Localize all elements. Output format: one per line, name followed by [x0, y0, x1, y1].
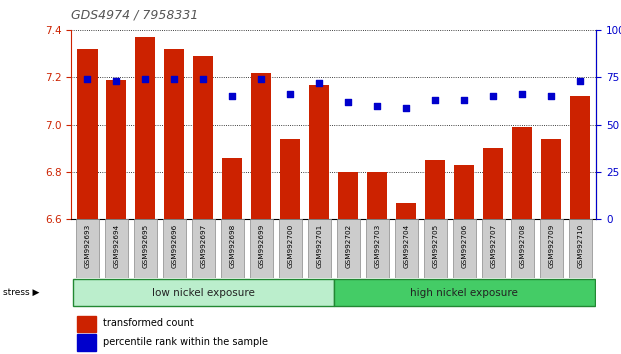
Text: GSM992706: GSM992706 [461, 224, 467, 268]
Text: GSM992695: GSM992695 [142, 224, 148, 268]
Text: GSM992708: GSM992708 [519, 224, 525, 268]
Bar [309, 85, 329, 219]
Bar [454, 165, 474, 219]
Bar [512, 127, 532, 219]
Bar [222, 158, 242, 219]
Bar [510, 219, 534, 278]
Point [575, 78, 585, 84]
Point [83, 76, 93, 82]
Point [401, 105, 411, 110]
Text: GSM992701: GSM992701 [316, 224, 322, 268]
Point [285, 92, 295, 97]
Text: GSM992694: GSM992694 [114, 224, 119, 268]
Text: GSM992703: GSM992703 [374, 224, 380, 268]
Bar [105, 219, 128, 278]
Point [170, 76, 179, 82]
Text: GSM992697: GSM992697 [201, 224, 206, 268]
Bar [106, 80, 127, 219]
Bar [164, 49, 184, 219]
Point [460, 97, 469, 103]
Bar [334, 279, 595, 307]
Point [373, 103, 383, 109]
Text: GSM992700: GSM992700 [288, 224, 293, 268]
Text: low nickel exposure: low nickel exposure [152, 288, 255, 298]
Bar [395, 219, 418, 278]
Bar [76, 316, 96, 332]
Text: GSM992710: GSM992710 [577, 224, 583, 268]
Text: transformed count: transformed count [104, 318, 194, 329]
Bar [135, 37, 155, 219]
Bar [338, 172, 358, 219]
Bar [366, 219, 389, 278]
Bar [424, 219, 447, 278]
Point [546, 93, 556, 99]
Bar [163, 219, 186, 278]
Bar [569, 219, 592, 278]
Bar [367, 172, 388, 219]
Bar [396, 203, 417, 219]
Text: GSM992707: GSM992707 [490, 224, 496, 268]
Bar [193, 56, 214, 219]
Bar [73, 279, 334, 307]
Text: GSM992696: GSM992696 [171, 224, 178, 268]
Point [227, 93, 237, 99]
Bar [483, 148, 504, 219]
Text: GSM992699: GSM992699 [258, 224, 265, 268]
Bar [279, 219, 302, 278]
Bar [570, 96, 591, 219]
Bar [540, 219, 563, 278]
Bar [337, 219, 360, 278]
Bar [250, 219, 273, 278]
Text: high nickel exposure: high nickel exposure [410, 288, 518, 298]
Text: GSM992698: GSM992698 [229, 224, 235, 268]
Point [111, 78, 121, 84]
Text: GSM992704: GSM992704 [403, 224, 409, 268]
Bar [76, 335, 96, 350]
Bar [76, 219, 99, 278]
Point [430, 97, 440, 103]
Point [517, 92, 527, 97]
Bar [192, 219, 215, 278]
Text: GSM992702: GSM992702 [345, 224, 351, 268]
Bar [134, 219, 157, 278]
Point [314, 80, 324, 86]
Point [343, 99, 353, 105]
Point [198, 76, 208, 82]
Point [140, 76, 150, 82]
Bar [280, 139, 301, 219]
Bar [453, 219, 476, 278]
Bar [251, 73, 271, 219]
Bar [541, 139, 561, 219]
Text: percentile rank within the sample: percentile rank within the sample [104, 337, 268, 347]
Point [488, 93, 498, 99]
Bar [77, 49, 97, 219]
Bar [307, 219, 331, 278]
Text: GDS4974 / 7958331: GDS4974 / 7958331 [71, 9, 199, 22]
Bar [482, 219, 505, 278]
Text: GSM992693: GSM992693 [84, 224, 91, 268]
Text: GSM992705: GSM992705 [432, 224, 438, 268]
Bar [220, 219, 244, 278]
Point [256, 76, 266, 82]
Text: stress ▶: stress ▶ [3, 287, 40, 297]
Text: GSM992709: GSM992709 [548, 224, 554, 268]
Bar [425, 160, 445, 219]
